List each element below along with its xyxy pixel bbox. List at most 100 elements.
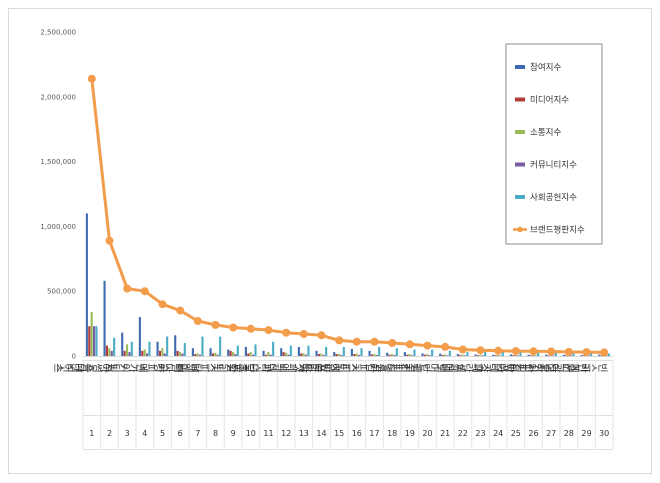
bar-2-2 [105, 345, 108, 356]
brand-index-point-10 [246, 324, 255, 333]
brand-index-point-26 [529, 347, 538, 356]
bar-4-25 [517, 355, 520, 356]
bar-5-25 [519, 352, 522, 356]
bar-1-19 [403, 352, 406, 356]
bar-3-22 [461, 354, 464, 356]
bar-4-12 [287, 354, 290, 356]
bar-4-30 [605, 355, 608, 356]
category-label: 그라찌에 [443, 361, 484, 373]
y-tick-label: 0 [72, 353, 76, 361]
legend-label: 참여지수 [530, 62, 561, 73]
bar-3-13 [302, 353, 305, 356]
bar-1-15 [333, 352, 336, 356]
rank-label: 12 [281, 429, 291, 438]
category-label: 커피빈 [136, 361, 166, 373]
rank-label: 4 [142, 429, 147, 438]
bar-4-2 [110, 350, 113, 356]
bar-5-9 [236, 345, 239, 356]
bar-1-27 [545, 354, 548, 356]
brand-index-point-4 [140, 287, 149, 296]
bar-4-19 [411, 355, 414, 356]
bar-2-21 [441, 354, 444, 356]
category-label: 빽다방 [154, 361, 184, 373]
rank-label: 19 [405, 429, 415, 438]
bar-4-20 [428, 355, 431, 356]
bar-1-23 [474, 354, 477, 356]
brand-index-point-18 [388, 339, 397, 347]
bar-5-26 [537, 352, 540, 356]
rank-label: 16 [352, 429, 362, 438]
category-label: 메가커피 [108, 361, 149, 373]
bar-2-8 [211, 353, 214, 356]
category-label: 만랩커피 [390, 361, 431, 373]
brand-index-point-23 [476, 346, 485, 355]
bar-4-28 [570, 355, 573, 356]
line-series [87, 74, 609, 357]
category-label: 카페띠아모 [540, 361, 590, 373]
bar-2-27 [547, 355, 550, 356]
rank-label: 25 [511, 429, 521, 438]
bar-3-24 [496, 354, 500, 356]
category-label: 커피에반하다 [300, 361, 361, 373]
bar-2-18 [388, 354, 391, 356]
bar-1-29 [580, 354, 583, 356]
brand-index-point-30 [600, 348, 609, 357]
bar-5-22 [466, 352, 469, 356]
brand-index-point-13 [299, 330, 308, 338]
bar-2-11 [264, 354, 267, 356]
rank-label: 22 [458, 429, 468, 438]
bar-3-9 [231, 352, 235, 356]
bar-4-5 [163, 353, 166, 356]
bar-5-16 [360, 348, 363, 356]
bar-4-15 [340, 354, 343, 356]
bar-4-3 [128, 352, 131, 356]
category-label: 탐앤탐스 [161, 361, 201, 373]
legend-label: 브랜드평판지수 [530, 225, 585, 236]
bar-3-12 [284, 352, 288, 356]
bar-4-23 [481, 355, 484, 356]
brand-index-point-1 [87, 74, 96, 83]
bar-1-4 [138, 317, 141, 356]
rank-label: 11 [263, 429, 273, 438]
rank-label: 1 [89, 429, 94, 438]
brand-index-point-22 [458, 345, 467, 354]
legend-label: 커뮤니티지수 [530, 160, 577, 171]
bar-1-11 [262, 350, 265, 356]
rank-label: 7 [195, 429, 200, 438]
bar-3-15 [337, 354, 341, 356]
bar-3-8 [214, 352, 217, 356]
bar-1-25 [509, 354, 512, 356]
bar-3-4 [143, 349, 146, 356]
bar-2-24 [494, 355, 497, 356]
bar-1-5 [156, 341, 159, 356]
brand-index-point-29 [582, 348, 591, 357]
category-label: 투썸플레이스 [53, 361, 113, 373]
category-label: 셀렉토 [436, 361, 466, 373]
bar-2-20 [423, 354, 426, 356]
y-tick-label: 1,000,000 [40, 223, 76, 231]
bar-2-3 [123, 350, 126, 356]
bar-4-29 [587, 355, 590, 356]
bar-1-26 [527, 354, 530, 356]
bar-3-25 [514, 354, 517, 356]
bar-5-2 [113, 337, 116, 356]
bar-5-28 [572, 353, 575, 356]
bar-5-30 [607, 353, 610, 356]
bar-1-28 [562, 354, 565, 356]
bar-series [85, 213, 610, 356]
rank-label: 28 [564, 429, 574, 438]
bar-5-24 [501, 351, 504, 356]
legend-marker [517, 226, 523, 233]
rank-label: 26 [528, 429, 538, 438]
bar-2-25 [512, 355, 515, 356]
legend-swatch [515, 195, 525, 199]
bar-3-7 [196, 353, 199, 356]
bar-2-28 [565, 355, 568, 356]
bar-4-9 [234, 354, 237, 356]
bar-2-1 [88, 326, 91, 356]
brand-index-point-19 [405, 340, 414, 349]
bar-2-26 [529, 355, 532, 356]
bar-4-11 [269, 354, 272, 356]
bar-2-13 [300, 353, 303, 356]
